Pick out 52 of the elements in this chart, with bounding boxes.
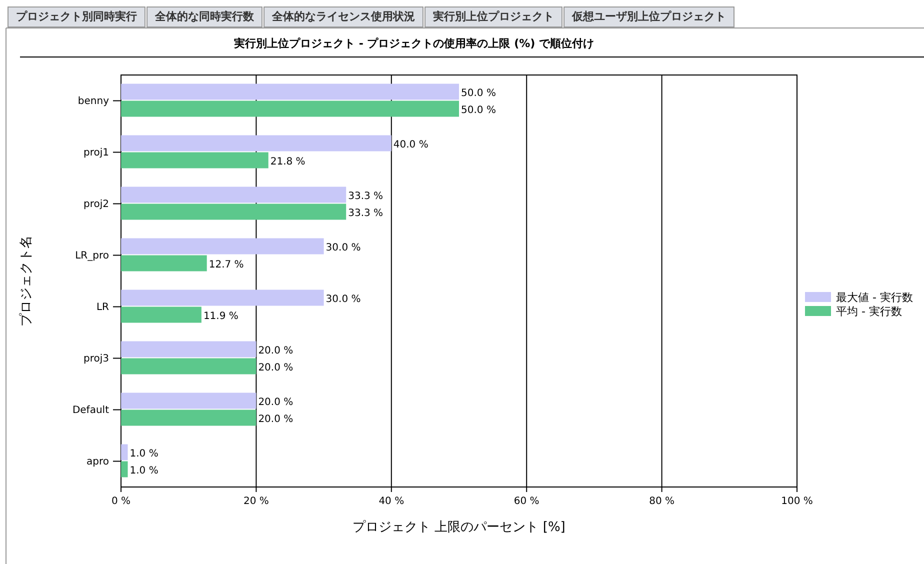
data-label: 30.0 %	[326, 242, 361, 254]
y-tick-label: LR	[96, 302, 110, 313]
bar	[121, 341, 256, 358]
y-axis-title: プロジェクト名	[19, 236, 34, 326]
bar	[121, 290, 324, 306]
x-tick-label: 0 %	[111, 496, 131, 507]
y-tick-label: proj2	[84, 198, 109, 210]
bar	[121, 100, 459, 117]
data-label: 12.7 %	[208, 259, 244, 270]
x-tick-label: 20 %	[243, 496, 269, 507]
data-label: 33.3 %	[348, 208, 384, 219]
data-label: 1.0 %	[130, 465, 158, 476]
x-tick-label: 60 %	[514, 496, 540, 507]
bar	[121, 204, 346, 220]
y-tick-label: Default	[72, 404, 110, 416]
legend-label: 平均 - 実行数	[836, 305, 902, 318]
data-label: 11.9 %	[203, 310, 238, 322]
x-tick-label: 100 %	[781, 496, 813, 507]
x-axis-title: プロジェクト 上限のパーセント [%]	[352, 520, 566, 535]
data-label: 20.0 %	[258, 362, 294, 374]
data-label: 33.3 %	[348, 190, 384, 202]
bar	[121, 392, 256, 409]
bar	[121, 84, 459, 100]
data-label: 50.0 %	[461, 104, 496, 116]
tabs: プロジェクト別同時実行 全体的な同時実行数 全体的なライセンス使用状況 実行別上位プロジェクト 仮想ユーザ別上位プロジェクト	[8, 6, 734, 28]
bar	[121, 238, 324, 254]
legend-label: 最大値 - 実行数	[836, 291, 913, 304]
data-label: 20.0 %	[258, 396, 294, 408]
bar	[121, 358, 256, 374]
y-tick-label: proj1	[84, 147, 109, 158]
data-label: 1.0 %	[130, 448, 158, 460]
data-label: 30.0 %	[326, 294, 361, 305]
bar	[121, 444, 128, 460]
bar	[121, 186, 346, 203]
bar	[121, 461, 128, 478]
data-label: 50.0 %	[461, 88, 496, 99]
data-label: 21.8 %	[270, 156, 306, 168]
data-label: 20.0 %	[258, 414, 294, 425]
bar	[121, 135, 392, 152]
bar	[121, 255, 207, 272]
bar	[121, 306, 202, 323]
bar	[121, 410, 256, 426]
bar	[121, 152, 268, 168]
y-tick-label: proj3	[84, 353, 109, 364]
y-tick-label: LR_pro	[75, 250, 109, 262]
chart-title: 実行別上位プロジェクト - プロジェクトの使用率の上限 (%) で順位付け	[233, 37, 594, 50]
y-tick-label: benny	[78, 96, 110, 107]
data-label: 20.0 %	[258, 345, 294, 356]
x-tick-label: 80 %	[649, 496, 675, 507]
data-label: 40.0 %	[393, 139, 428, 150]
y-tick-label: apro	[86, 456, 109, 468]
x-tick-label: 40 %	[378, 496, 404, 507]
